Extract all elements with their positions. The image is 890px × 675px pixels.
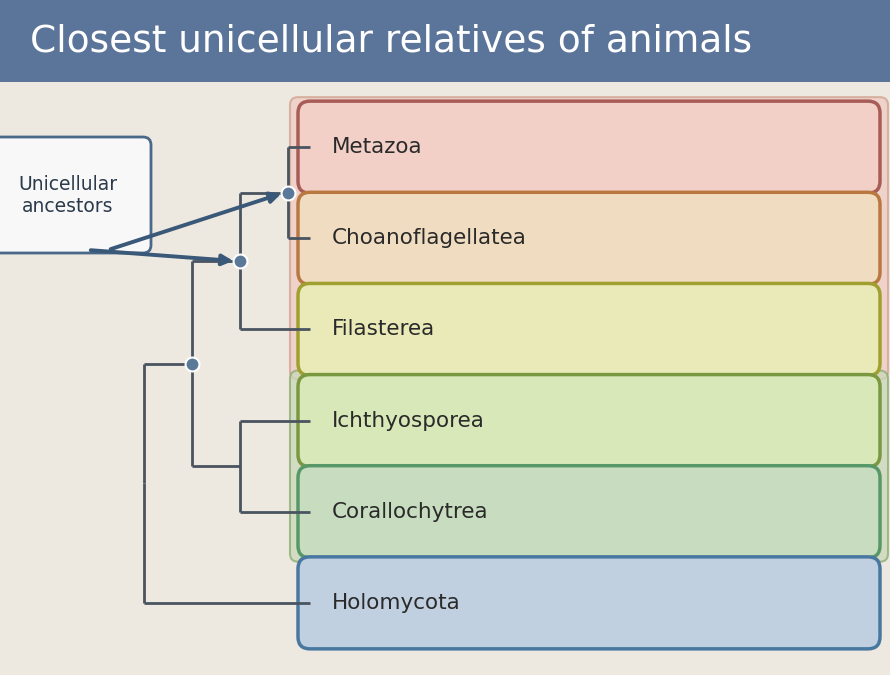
FancyBboxPatch shape <box>298 284 880 375</box>
Point <box>281 188 295 198</box>
Text: Holomycota: Holomycota <box>332 593 461 613</box>
Bar <box>0 0 890 82</box>
Text: Ichthyosporea: Ichthyosporea <box>332 410 485 431</box>
FancyBboxPatch shape <box>290 97 888 379</box>
Point <box>233 256 247 267</box>
FancyBboxPatch shape <box>298 557 880 649</box>
Text: Unicellular
ancestors: Unicellular ancestors <box>19 175 117 215</box>
Point <box>185 358 199 369</box>
FancyBboxPatch shape <box>298 375 880 466</box>
FancyBboxPatch shape <box>0 137 151 253</box>
FancyBboxPatch shape <box>298 466 880 558</box>
FancyBboxPatch shape <box>298 101 880 193</box>
FancyBboxPatch shape <box>290 371 888 562</box>
Text: Closest unicellular relatives of animals: Closest unicellular relatives of animals <box>30 23 752 59</box>
Text: Corallochytrea: Corallochytrea <box>332 502 489 522</box>
FancyBboxPatch shape <box>298 192 880 284</box>
Text: Filasterea: Filasterea <box>332 319 435 340</box>
Text: Metazoa: Metazoa <box>332 137 423 157</box>
Text: Choanoflagellatea: Choanoflagellatea <box>332 228 527 248</box>
